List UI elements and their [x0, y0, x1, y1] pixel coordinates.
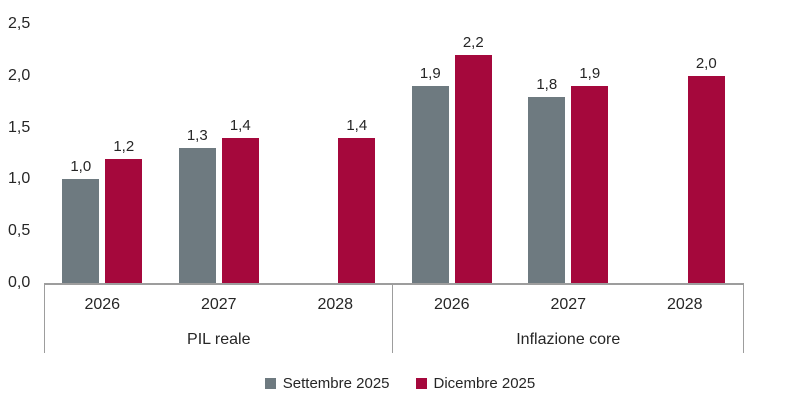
- category-label: 2027: [550, 296, 587, 313]
- bar-dicembre-2025: [454, 55, 492, 283]
- category-label: 2026: [84, 296, 121, 313]
- bar-group-pil-reale: 1,0 1,2 1,3 1,4 1,4: [44, 24, 394, 283]
- axis-separator-middle: [392, 283, 393, 353]
- category-slot-2028: 1,4: [277, 24, 394, 283]
- category-group-pil: 2026 2027 2028: [44, 296, 394, 314]
- y-axis-tick-label: 1,0: [8, 170, 31, 187]
- legend-item-settembre-2025: Settembre 2025: [264, 375, 390, 392]
- legend-label: Settembre 2025: [282, 375, 390, 392]
- bar-settembre-2025: [528, 97, 566, 283]
- y-axis-tick-label: 1,5: [8, 119, 31, 136]
- bar-settembre-2025: [178, 148, 216, 283]
- axis-separator-right: [743, 283, 744, 353]
- bar-slot-settembre-2025: 1,8: [528, 76, 566, 283]
- bar-slot-settembre-2025: 1,3: [178, 127, 216, 283]
- chart-legend: Settembre 2025 Dicembre 2025: [0, 375, 800, 392]
- bar-value-label: 1,9: [579, 65, 601, 82]
- bar-value-label: 1,4: [346, 117, 368, 134]
- bar-slot-dicembre-2025: 1,4: [221, 117, 259, 283]
- category-label: 2028: [666, 296, 703, 313]
- bar-value-label: 2,0: [695, 55, 717, 72]
- y-axis-tick-label: 2,0: [8, 67, 31, 84]
- bar-dicembre-2025: [571, 86, 609, 283]
- bar-slot-dicembre-2025: 1,2: [105, 138, 143, 283]
- y-axis-tick-label: 0,5: [8, 222, 31, 239]
- x-axis-line: [44, 283, 744, 285]
- bar-slot-settembre-2025: 1,9: [411, 65, 449, 283]
- bar-slot-dicembre-2025: 2,0: [687, 55, 725, 283]
- category-axis: 2026 2027 2028 2026 2027 2028: [44, 296, 743, 314]
- axis-separator-left: [44, 283, 45, 353]
- bar-settembre-2025: [62, 179, 100, 283]
- bar-slot-dicembre-2025: 1,9: [571, 65, 609, 283]
- bar-dicembre-2025: [687, 76, 725, 283]
- y-axis-tick-label: 0,0: [8, 274, 31, 291]
- group-axis: PIL reale Inflazione core: [44, 331, 743, 349]
- legend-item-dicembre-2025: Dicembre 2025: [415, 375, 536, 392]
- category-slot-2027: 1,3 1,4: [161, 24, 278, 283]
- legend-label: Dicembre 2025: [433, 375, 536, 392]
- plot-area: 1,0 1,2 1,3 1,4 1,4 1,9 2,2 1,8 1,9 2,0: [44, 24, 743, 283]
- category-slot-2026: 1,0 1,2: [44, 24, 161, 283]
- legend-swatch-dicembre-icon: [415, 378, 427, 389]
- bar-slot-settembre-2025: 1,0: [62, 158, 100, 283]
- category-label: 2028: [317, 296, 354, 313]
- y-axis-tick-label: 2,5: [8, 15, 31, 32]
- bar-group-inflazione-core: 1,9 2,2 1,8 1,9 2,0: [394, 24, 744, 283]
- bar-value-label: 1,3: [186, 127, 208, 144]
- group-label-pil-reale: PIL reale: [187, 331, 251, 348]
- category-slot-2026: 1,9 2,2: [394, 24, 511, 283]
- group-label-inflazione-core: Inflazione core: [516, 331, 621, 348]
- bar-value-label: 1,8: [536, 76, 558, 93]
- category-slot-2028: 2,0: [627, 24, 744, 283]
- bar-value-label: 2,2: [462, 34, 484, 51]
- bar-value-label: 1,2: [113, 138, 135, 155]
- bar-value-label: 1,9: [419, 65, 441, 82]
- bar-slot-dicembre-2025: 2,2: [454, 34, 492, 283]
- bar-slot-dicembre-2025: 1,4: [338, 117, 376, 283]
- category-slot-2027: 1,8 1,9: [510, 24, 627, 283]
- bar-settembre-2025: [411, 86, 449, 283]
- category-label: 2027: [200, 296, 237, 313]
- bar-value-label: 1,4: [229, 117, 251, 134]
- bar-value-label: 1,0: [70, 158, 92, 175]
- category-group-inflazione: 2026 2027 2028: [394, 296, 744, 314]
- category-label: 2026: [433, 296, 470, 313]
- legend-swatch-settembre-icon: [264, 378, 276, 389]
- bar-dicembre-2025: [338, 138, 376, 283]
- bar-dicembre-2025: [221, 138, 259, 283]
- bar-dicembre-2025: [105, 159, 143, 283]
